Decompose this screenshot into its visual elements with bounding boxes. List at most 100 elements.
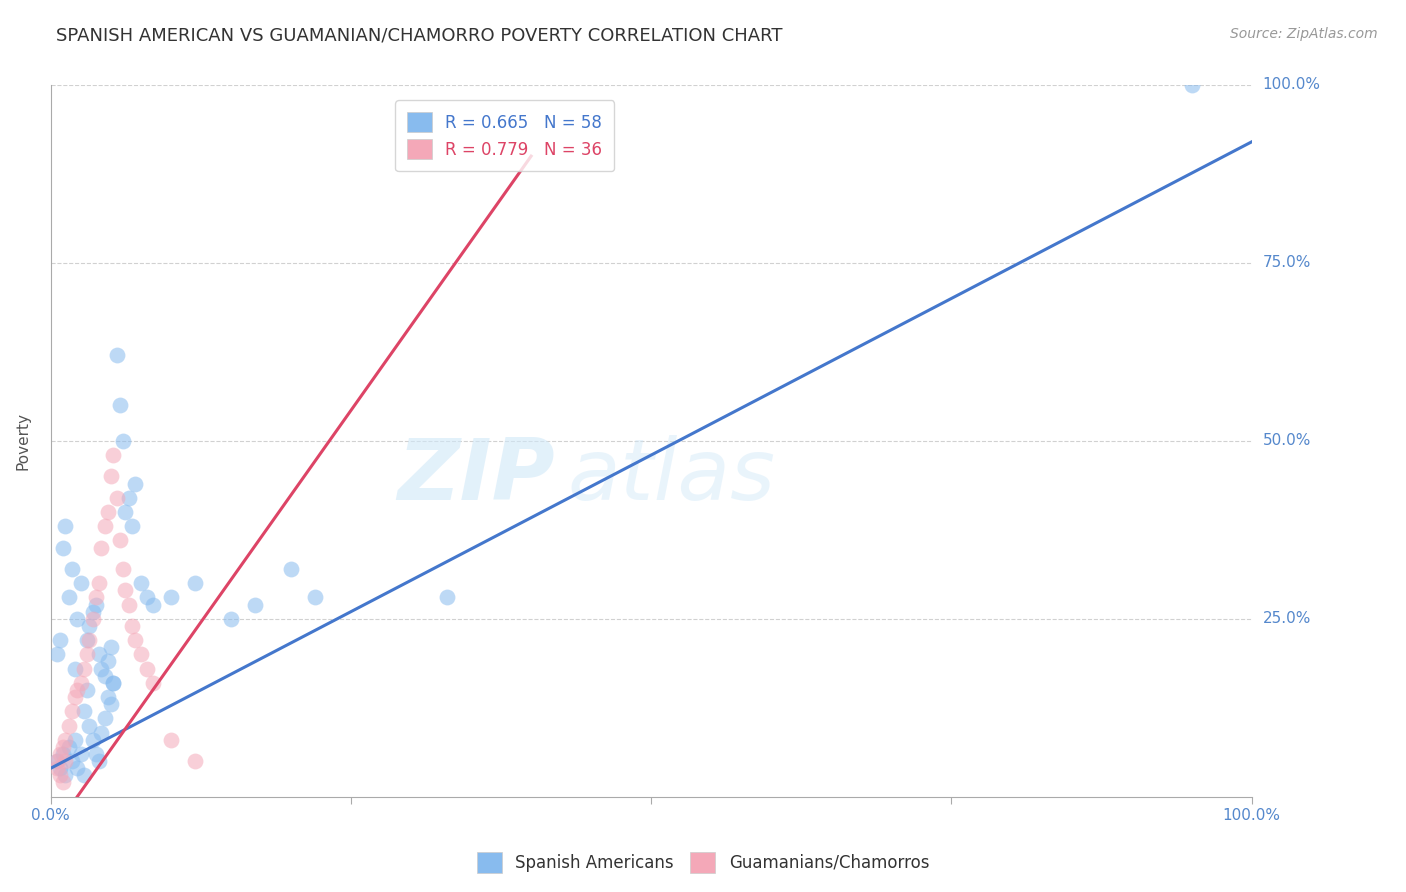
- Point: [124, 476, 146, 491]
- Point: [160, 732, 183, 747]
- Point: [53, 732, 76, 747]
- Point: [82, 612, 104, 626]
- Point: [49, 747, 72, 761]
- Text: atlas: atlas: [567, 435, 775, 518]
- Point: [62, 704, 84, 718]
- Point: [129, 576, 152, 591]
- Point: [58, 739, 80, 754]
- Point: [97, 505, 120, 519]
- Point: [105, 491, 128, 505]
- Point: [53, 519, 76, 533]
- Point: [184, 576, 207, 591]
- Point: [280, 562, 302, 576]
- Point: [76, 633, 98, 648]
- Point: [87, 648, 110, 662]
- Point: [135, 662, 157, 676]
- Point: [105, 348, 128, 362]
- Point: [121, 519, 143, 533]
- Point: [111, 562, 134, 576]
- Point: [100, 469, 122, 483]
- Text: 25.0%: 25.0%: [1263, 611, 1310, 626]
- Point: [1180, 78, 1202, 92]
- Point: [49, 633, 72, 648]
- Point: [110, 398, 132, 412]
- Point: [49, 768, 72, 782]
- Point: [90, 662, 112, 676]
- Point: [184, 754, 207, 768]
- Point: [66, 682, 89, 697]
- Point: [142, 675, 165, 690]
- Point: [97, 690, 120, 704]
- Point: [58, 591, 80, 605]
- Point: [97, 655, 120, 669]
- Point: [70, 576, 93, 591]
- Point: [94, 668, 117, 682]
- Point: [45, 648, 67, 662]
- Point: [100, 640, 122, 655]
- Point: [129, 648, 152, 662]
- Point: [58, 718, 80, 732]
- Point: [66, 761, 89, 775]
- Point: [52, 775, 75, 789]
- Point: [103, 675, 125, 690]
- Point: [77, 718, 100, 732]
- Point: [121, 619, 143, 633]
- Point: [243, 598, 266, 612]
- Point: [87, 576, 110, 591]
- Point: [52, 747, 75, 761]
- Point: [82, 605, 104, 619]
- Point: [219, 612, 242, 626]
- Point: [63, 662, 86, 676]
- Point: [94, 711, 117, 725]
- Point: [103, 448, 125, 462]
- Point: [73, 768, 96, 782]
- Point: [53, 754, 76, 768]
- Point: [70, 747, 93, 761]
- Point: [45, 754, 67, 768]
- Point: [118, 598, 141, 612]
- Point: [118, 491, 141, 505]
- Point: [135, 591, 157, 605]
- Legend: R = 0.665   N = 58, R = 0.779   N = 36: R = 0.665 N = 58, R = 0.779 N = 36: [395, 101, 614, 171]
- Point: [76, 648, 98, 662]
- Point: [94, 519, 117, 533]
- Point: [45, 754, 67, 768]
- Point: [76, 682, 98, 697]
- Point: [73, 704, 96, 718]
- Point: [53, 768, 76, 782]
- Text: 75.0%: 75.0%: [1263, 255, 1310, 270]
- Point: [87, 754, 110, 768]
- Point: [63, 690, 86, 704]
- Point: [90, 725, 112, 739]
- Text: Source: ZipAtlas.com: Source: ZipAtlas.com: [1230, 27, 1378, 41]
- Point: [62, 562, 84, 576]
- Point: [103, 675, 125, 690]
- Point: [111, 434, 134, 448]
- Point: [114, 505, 136, 519]
- Point: [86, 591, 108, 605]
- Point: [90, 541, 112, 555]
- Point: [142, 598, 165, 612]
- Text: 50.0%: 50.0%: [1263, 434, 1310, 449]
- Legend: Spanish Americans, Guamanians/Chamorros: Spanish Americans, Guamanians/Chamorros: [470, 846, 936, 880]
- Point: [52, 739, 75, 754]
- Point: [110, 533, 132, 548]
- Point: [124, 633, 146, 648]
- Point: [45, 761, 67, 775]
- Point: [49, 761, 72, 775]
- Text: ZIP: ZIP: [398, 435, 555, 518]
- Y-axis label: Poverty: Poverty: [15, 412, 30, 470]
- Point: [63, 732, 86, 747]
- Point: [62, 754, 84, 768]
- Text: SPANISH AMERICAN VS GUAMANIAN/CHAMORRO POVERTY CORRELATION CHART: SPANISH AMERICAN VS GUAMANIAN/CHAMORRO P…: [56, 27, 783, 45]
- Point: [114, 583, 136, 598]
- Point: [86, 598, 108, 612]
- Point: [52, 541, 75, 555]
- Point: [70, 675, 93, 690]
- Point: [82, 732, 104, 747]
- Point: [66, 612, 89, 626]
- Point: [77, 619, 100, 633]
- Point: [436, 591, 458, 605]
- Point: [86, 747, 108, 761]
- Text: 100.0%: 100.0%: [1263, 78, 1320, 93]
